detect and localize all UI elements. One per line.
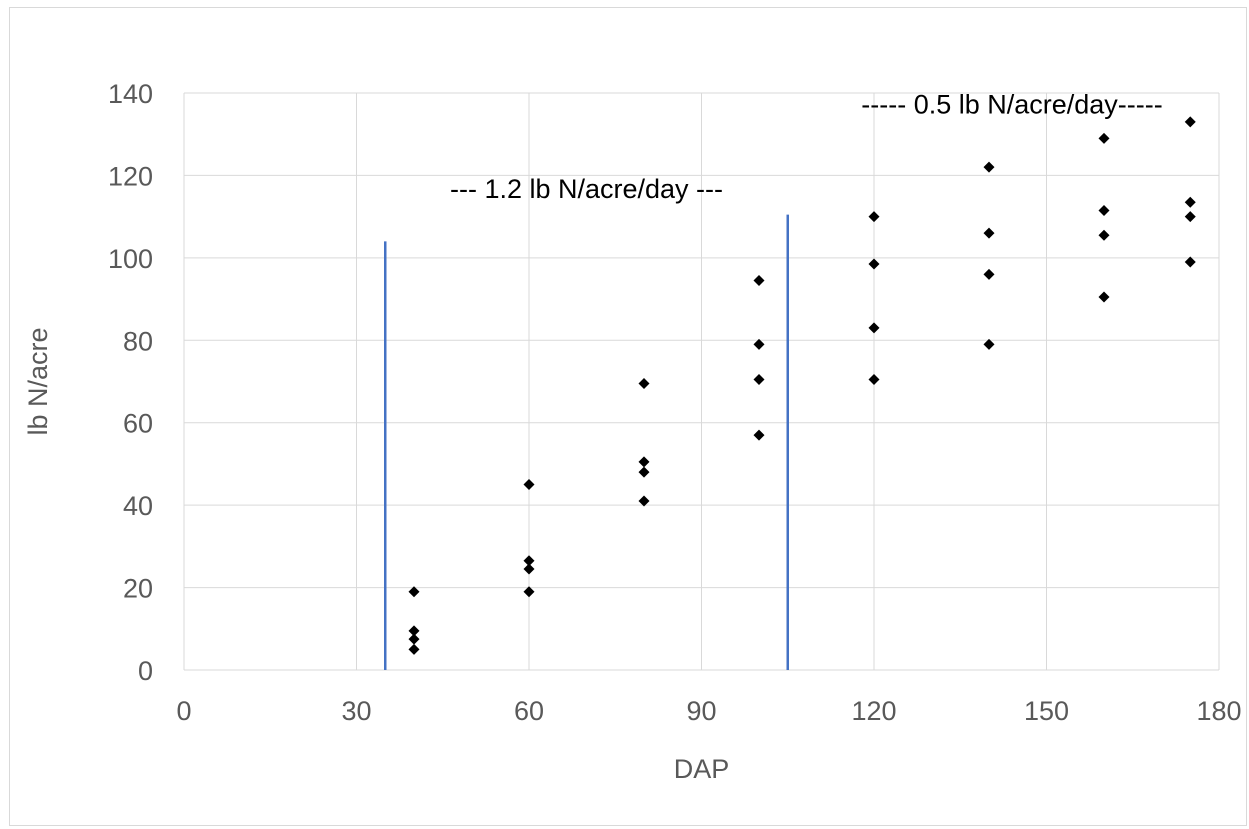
data-point (868, 211, 880, 223)
chart-area: 0 30 60 90 120 150 180 0 20 40 60 80 100 120 140 --- 1… (9, 7, 1247, 826)
y-axis-title: lb N/acre (23, 327, 53, 435)
data-point (523, 555, 535, 567)
scatter-chart: 0 30 60 90 120 150 180 0 20 40 60 80 100 120 140 --- 1… (23, 79, 1242, 784)
annotations: --- 1.2 lb N/acre/day --- ----- 0.5 lb N/… (450, 89, 1163, 203)
y-tick-label: 20 (123, 574, 153, 604)
data-point (1098, 229, 1110, 241)
y-tick-label: 120 (108, 161, 153, 191)
data-point (753, 373, 765, 385)
data-point (523, 479, 535, 491)
data-point (523, 586, 535, 598)
data-point (983, 268, 995, 280)
y-tick-label: 140 (108, 79, 153, 109)
y-tick-label: 40 (123, 491, 153, 521)
data-point (638, 466, 650, 478)
x-tick-label: 0 (176, 696, 191, 726)
data-point (408, 586, 420, 598)
data-point (523, 563, 535, 575)
data-point (753, 429, 765, 441)
data-point (868, 322, 880, 334)
x-tick-label: 120 (851, 696, 896, 726)
tick-labels: 0 30 60 90 120 150 180 0 20 40 60 80 100 120 140 (108, 79, 1242, 726)
data-point (408, 643, 420, 655)
y-tick-label: 60 (123, 409, 153, 439)
x-tick-label: 30 (341, 696, 371, 726)
x-tick-label: 60 (514, 696, 544, 726)
data-point (868, 258, 880, 270)
x-tick-label: 150 (1024, 696, 1069, 726)
reference-lines (384, 214, 789, 670)
x-tick-label: 180 (1196, 696, 1241, 726)
x-tick-label: 90 (686, 696, 716, 726)
data-point (868, 373, 880, 385)
data-point (638, 378, 650, 390)
data-point (753, 275, 765, 287)
x-axis-title: DAP (674, 754, 730, 784)
data-point (983, 338, 995, 350)
annotation-label: --- 1.2 lb N/acre/day --- (450, 174, 723, 204)
data-point (983, 161, 995, 173)
y-tick-label: 0 (138, 656, 153, 686)
data-point (753, 338, 765, 350)
data-point (408, 633, 420, 645)
data-point (1098, 291, 1110, 303)
data-point (1184, 256, 1196, 268)
data-points (408, 116, 1196, 655)
data-point (1098, 204, 1110, 216)
y-tick-label: 80 (123, 326, 153, 356)
data-point (638, 495, 650, 507)
data-point (638, 456, 650, 468)
y-tick-label: 100 (108, 244, 153, 274)
data-point (1098, 132, 1110, 144)
data-point (408, 625, 420, 637)
gridlines (183, 92, 1220, 671)
annotation-label: ----- 0.5 lb N/acre/day----- (861, 89, 1163, 119)
data-point (1184, 211, 1196, 223)
data-point (1184, 116, 1196, 128)
data-point (1184, 196, 1196, 208)
data-point (983, 227, 995, 239)
